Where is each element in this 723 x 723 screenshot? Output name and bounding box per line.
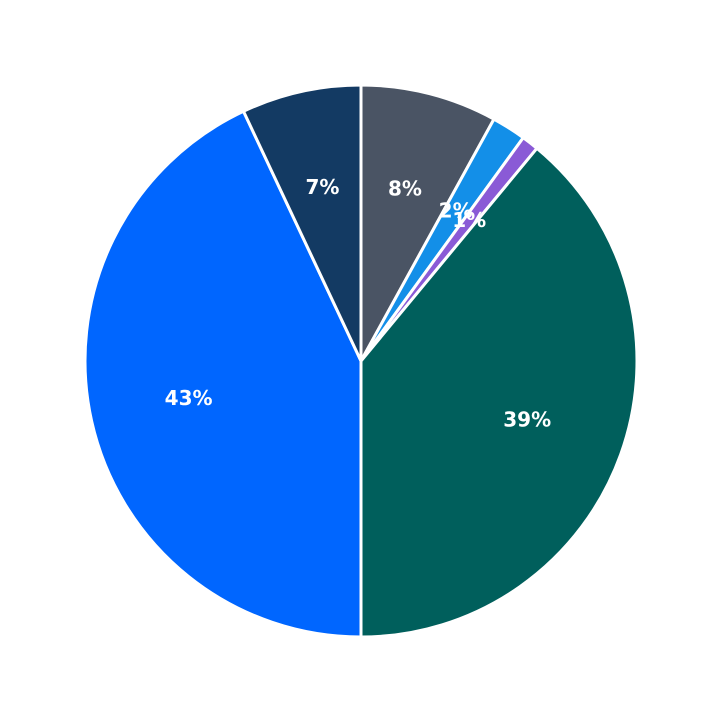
- pie-slice: [241, 83, 363, 363]
- slice-label: 39%: [503, 407, 551, 431]
- pie-slice: [359, 146, 639, 639]
- pie-slice: [83, 109, 363, 639]
- slice-label: 2%: [439, 198, 473, 222]
- slice-label: 43%: [165, 386, 213, 410]
- pie-slice: [359, 83, 496, 363]
- slice-label: 1%: [452, 208, 486, 232]
- slice-label: 8%: [388, 176, 422, 200]
- slice-label: 7%: [305, 175, 339, 199]
